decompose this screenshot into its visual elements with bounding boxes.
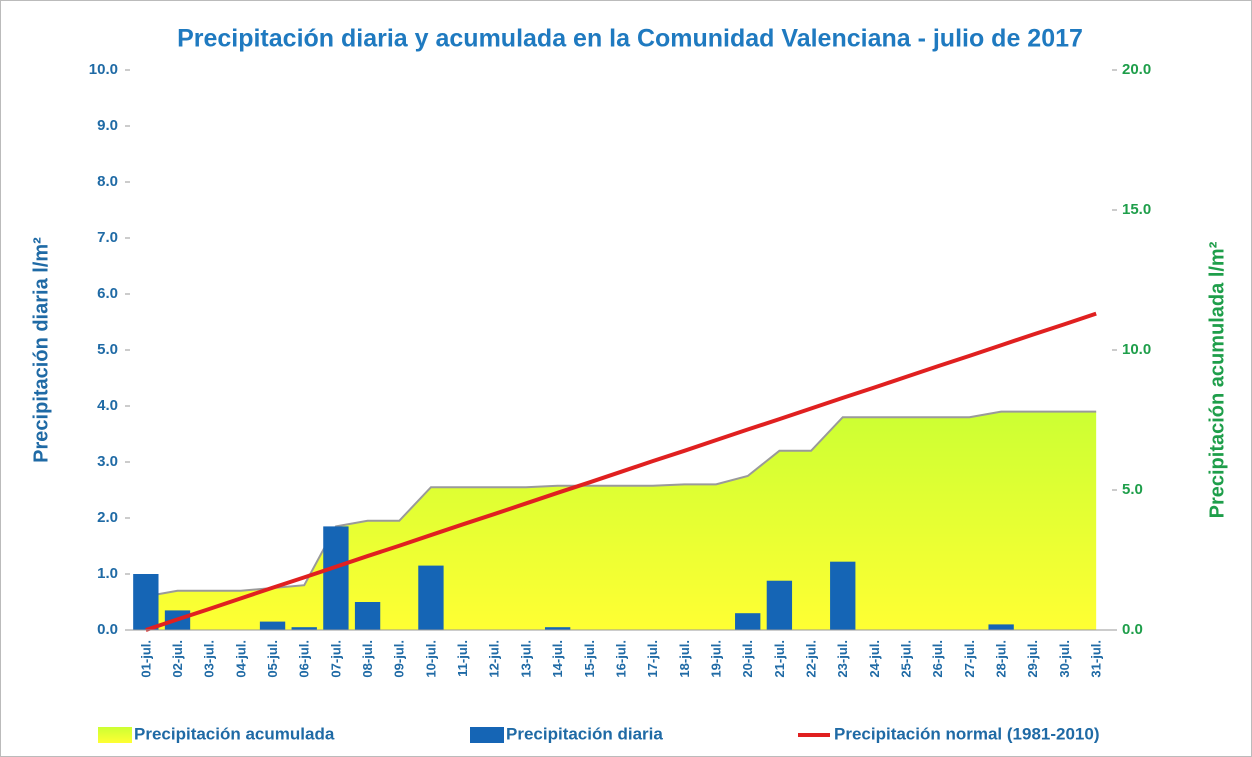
x-tick-label: 10-jul. [423,640,438,678]
bar [354,602,381,630]
x-tick-label: 25-jul. [899,640,914,678]
x-tick-label: 22-jul. [804,640,819,678]
legend-label: Precipitación normal (1981-2010) [834,724,1100,743]
y2-tick-label: 0.0 [1122,621,1143,638]
x-tick-label: 05-jul. [265,640,280,678]
x-tick-label: 01-jul. [138,640,153,678]
y-tick-label: 2.0 [97,509,118,526]
bar [544,627,571,630]
bar [988,624,1014,630]
x-tick-label: 31-jul. [1089,640,1104,678]
y-tick-label: 4.0 [97,397,118,414]
x-tick-label: 18-jul. [677,640,692,678]
area-outline [145,410,1097,598]
legend-swatch [470,727,504,743]
x-tick-label: 19-jul. [708,640,723,678]
legend-label: Precipitación acumulada [134,724,335,743]
x-tick-label: 14-jul. [550,640,565,678]
area [145,411,1097,630]
y-axis-title: Precipitación diaria l/m² [30,237,52,463]
x-tick-label: 21-jul. [772,640,787,678]
y-tick-label: 3.0 [97,453,118,470]
legend-label: Precipitación diaria [506,724,663,743]
x-tick-label: 06-jul. [297,640,312,678]
x-tick-label: 04-jul. [233,640,248,678]
y-tick-label: 9.0 [97,117,118,134]
bar [133,574,159,630]
x-tick-label: 11-jul. [455,640,470,677]
bar [323,526,349,630]
x-tick-label: 16-jul. [613,640,628,678]
y-tick-label: 0.0 [97,621,118,638]
y2-tick-label: 5.0 [1122,481,1143,498]
x-tick-label: 27-jul. [962,640,977,678]
y-tick-label: 10.0 [89,61,118,78]
y-tick-label: 5.0 [97,341,118,358]
x-tick-label: 12-jul. [487,640,502,678]
bar [830,561,856,630]
x-tick-label: 30-jul. [1057,640,1072,678]
chart-title: Precipitación diaria y acumulada en la C… [177,25,1083,53]
y2-tick-label: 15.0 [1122,201,1151,218]
line [145,311,1097,632]
x-tick-label: 17-jul. [645,640,660,678]
x-tick-label: 03-jul. [202,640,217,678]
bar [259,621,286,630]
bar [291,627,317,630]
y-tick-label: 8.0 [97,173,118,190]
bar [735,613,761,630]
y2-tick-label: 20.0 [1122,61,1151,78]
legend-swatch [98,727,132,743]
x-tick-label: 23-jul. [835,640,850,678]
y-tick-label: 1.0 [97,565,118,582]
x-tick-label: 13-jul. [518,640,533,678]
y-tick-label: 7.0 [97,229,118,246]
x-tick-label: 08-jul. [360,640,375,678]
x-tick-label: 29-jul. [1025,640,1040,678]
y2-tick-label: 10.0 [1122,341,1151,358]
y-tick-label: 6.0 [97,285,118,302]
x-tick-label: 02-jul. [170,640,185,678]
x-tick-label: 15-jul. [582,640,597,678]
y2-axis-title: Precipitación acumulada l/m² [1206,241,1228,518]
bar [418,565,444,630]
x-tick-label: 24-jul. [867,640,882,678]
x-tick-label: 20-jul. [740,640,755,678]
x-tick-label: 28-jul. [994,640,1009,678]
x-tick-label: 07-jul. [328,640,343,678]
x-tick-label: 09-jul. [392,640,407,678]
x-tick-label: 26-jul. [930,640,945,678]
bar [766,580,793,630]
